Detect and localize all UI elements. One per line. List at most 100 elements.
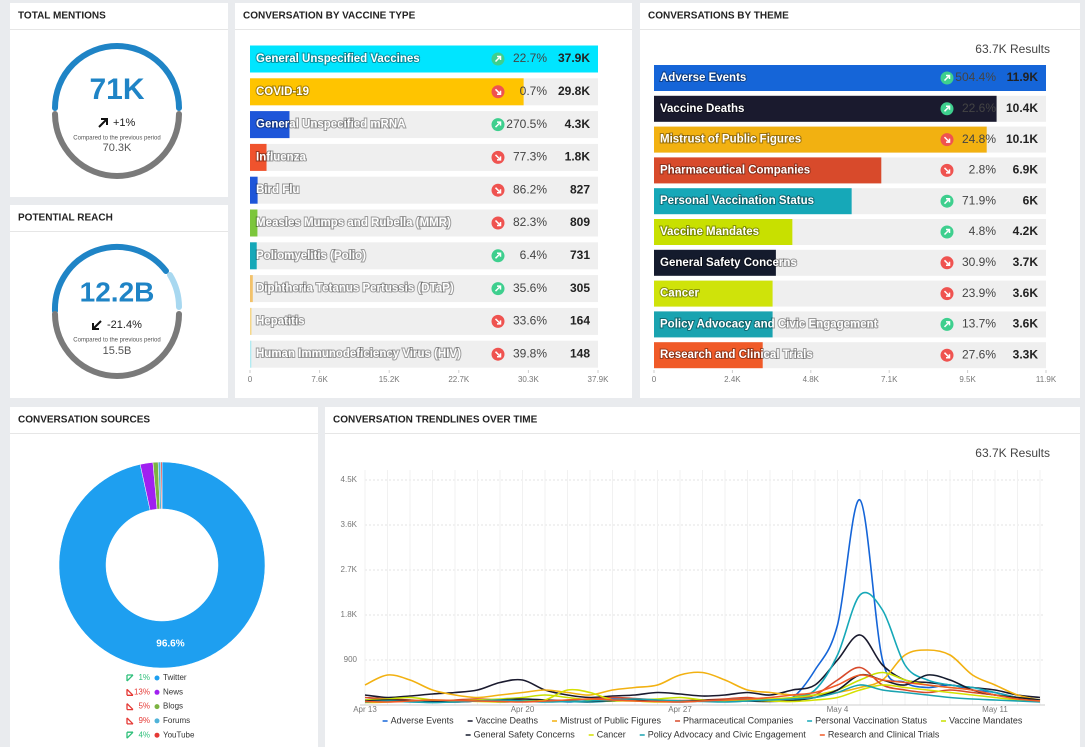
kpi-note: Compared to the previous period (73, 136, 160, 142)
change-arrow (494, 252, 502, 259)
bar-background (250, 275, 598, 303)
change-icon (940, 194, 954, 208)
bar-label: Vaccine Mandates (660, 226, 759, 238)
legend-item: Vaccine Mandates (941, 715, 1023, 725)
change-label: 33.6% (513, 314, 547, 328)
bar-label: Vaccine Deaths (660, 103, 744, 115)
legend-item: General Safety Concerns (465, 729, 576, 739)
bar-label: Adverse Events (660, 72, 746, 84)
change-label: 4% (138, 730, 150, 739)
bar (250, 143, 267, 171)
value-label: 10.1K (1006, 132, 1038, 146)
value-label: 10.4K (1006, 101, 1038, 115)
change-arrow (126, 731, 134, 739)
bar (654, 280, 773, 307)
change-icon (940, 287, 954, 301)
value-label: 3.3K (1013, 347, 1039, 361)
change-label: 82.3% (513, 215, 547, 229)
change-label: 5% (138, 702, 150, 711)
bar-label: Bird Flu (256, 184, 299, 196)
bar-label: General Safety Concerns (660, 257, 797, 269)
x-tick-label: 30.3K (518, 375, 540, 384)
bar (654, 126, 987, 153)
series-line (364, 649, 1041, 701)
legend-item: Vaccine Deaths (467, 715, 539, 725)
change-label: 23.9% (962, 286, 996, 300)
change-label: 39.8% (513, 346, 547, 360)
change-arrow (943, 136, 951, 143)
change-icon (940, 256, 954, 270)
x-tick-label: 9.5K (959, 375, 976, 384)
legend-dot (154, 675, 160, 681)
value-label: 1.8K (565, 150, 591, 164)
bar (250, 78, 524, 106)
change-arrow (943, 105, 951, 112)
change-label: 13.7% (962, 317, 996, 331)
bar-background (250, 307, 598, 335)
bar-background (250, 176, 598, 204)
value-label: 164 (570, 314, 590, 328)
change-label: 71.9% (962, 193, 996, 207)
legend-item: Cancer (588, 729, 626, 739)
kpi-change: +1% (113, 117, 136, 129)
change-arrow (943, 74, 951, 82)
change-label: 27.6% (962, 347, 996, 361)
bar-label: Hepatitis (256, 315, 305, 327)
change-icon (940, 163, 954, 177)
x-tick-label: May 11 (982, 705, 1008, 714)
panel (10, 3, 228, 197)
panel-title: TOTAL MENTIONS (18, 11, 106, 22)
change-label: 35.6% (513, 281, 547, 295)
change-icon (491, 249, 505, 263)
value-label: 6K (1023, 193, 1039, 207)
bar (654, 188, 852, 215)
change-icon (491, 216, 505, 230)
x-tick-label: 0 (652, 375, 657, 384)
y-tick-label: 1.8K (341, 610, 358, 619)
change-icon (491, 85, 505, 99)
legend-item: Policy Advocacy and Civic Engagement (639, 729, 807, 739)
change-arrow (126, 674, 134, 682)
bar-label: General Unspecified Vaccines (256, 53, 420, 65)
bar (654, 342, 763, 369)
legend-label: Twitter (163, 673, 187, 682)
kpi-previous: 70.3K (103, 142, 132, 154)
change-label: 24.8% (962, 132, 996, 146)
legend-label: News (163, 687, 183, 696)
x-tick-label: May 4 (827, 705, 849, 714)
x-tick-label: 2.4K (724, 375, 741, 384)
legend-item: Personal Vaccination Status (807, 715, 927, 725)
legend-label: Vaccine Deaths (476, 715, 539, 725)
change-arrow (494, 219, 502, 227)
change-arrow (943, 321, 951, 328)
legend-label: General Safety Concerns (474, 729, 576, 739)
change-arrow (494, 121, 502, 128)
bar (250, 45, 598, 73)
x-tick-label: 37.9K (588, 375, 610, 384)
bar-label: Poliomyelitis (Polio) (256, 250, 366, 262)
legend-label: Forums (163, 716, 190, 725)
legend-label: Policy Advocacy and Civic Engagement (648, 729, 807, 739)
change-label: 0.7% (520, 84, 548, 98)
x-tick-label: 0 (248, 375, 253, 384)
x-tick-label: Apr 20 (511, 705, 535, 714)
change-icon (940, 225, 954, 239)
change-label: 30.9% (962, 255, 996, 269)
gauge (52, 43, 182, 179)
bar-label: Pharmaceutical Companies (660, 164, 810, 176)
panel-title: CONVERSATION BY VACCINE TYPE (243, 11, 416, 22)
legend-label: Research and Clinical Trials (828, 729, 940, 739)
bar-label: General Unspecified mRNA (256, 119, 406, 131)
panel (10, 205, 228, 398)
change-arrow (494, 187, 502, 194)
change-icon (940, 71, 954, 85)
results-count: 63.7K Results (975, 42, 1050, 56)
bar-label: Personal Vaccination Status (660, 195, 814, 207)
bar (250, 176, 258, 204)
legend-dot (154, 718, 160, 724)
value-label: 3.6K (1013, 317, 1039, 331)
legend-item: Mistrust of Public Figures (552, 715, 662, 725)
change-label: 86.2% (513, 182, 547, 196)
legend-label: Vaccine Mandates (949, 715, 1023, 725)
